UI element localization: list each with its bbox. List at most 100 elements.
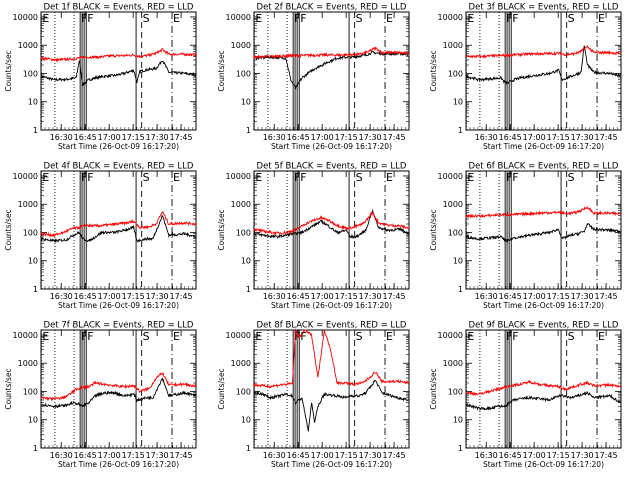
y-axis-label: Counts/sec: [217, 50, 226, 91]
panel-title: Det 4f BLACK = Events, RED = LLD: [44, 162, 194, 172]
plot-frame: [40, 11, 197, 131]
y-tick-label: 1: [246, 285, 251, 294]
event-marker-label: S: [568, 330, 575, 343]
y-tick-label: 1: [33, 126, 38, 135]
y-axis-label: Counts/sec: [4, 209, 13, 250]
y-tick-label: 1: [458, 126, 463, 135]
x-tick-label: 17:15: [335, 451, 358, 460]
plot-frame: [253, 11, 410, 131]
event-marker-label: E: [255, 171, 262, 184]
x-tick-label: 17:00: [98, 133, 121, 142]
event-marker-label: E: [598, 330, 605, 343]
y-tick-label: 10: [241, 416, 251, 425]
y-tick-label: 1000: [231, 359, 251, 368]
y-tick-label: 10: [453, 416, 463, 425]
y-tick-label: 100: [23, 228, 38, 237]
x-tick-label: 17:45: [383, 451, 406, 460]
detector-panel: Det 8f BLACK = Events, RED = LLD 1 10 100 10…: [217, 321, 410, 469]
y-tick-label: 1: [458, 444, 463, 453]
events-series-line: [465, 44, 622, 86]
y-tick-label: 10: [28, 257, 38, 266]
x-tick-label: 17:45: [170, 451, 193, 460]
x-tick-label: 17:00: [523, 451, 546, 460]
y-tick-label: 10000: [438, 172, 463, 181]
detector-panel: Det 9f BLACK = Events, RED = LLD 1 10 100 10…: [429, 321, 622, 469]
event-marker-label: E: [598, 12, 605, 25]
plot-frame: [253, 329, 410, 449]
detector-panel: Det 1f BLACK = Events, RED = LLD 1 10 100 10…: [4, 3, 197, 151]
y-tick-label: 10000: [13, 331, 38, 340]
y-tick-label: 10: [241, 257, 251, 266]
events-series-line: [253, 380, 410, 432]
x-tick-label: 17:00: [311, 292, 334, 301]
x-tick-label: 16:45: [74, 133, 97, 142]
y-tick-label: 1000: [231, 41, 251, 50]
x-tick-label: 16:30: [475, 292, 498, 301]
x-tick-label: 16:30: [50, 292, 73, 301]
y-tick-label: 100: [23, 387, 38, 396]
y-axis-label: Counts/sec: [429, 50, 438, 91]
panel-title: Det 7f BLACK = Events, RED = LLD: [44, 321, 194, 331]
x-tick-label: 16:45: [287, 292, 310, 301]
panel-title: Det 8f BLACK = Events, RED = LLD: [257, 321, 407, 331]
y-tick-label: 10000: [438, 331, 463, 340]
y-tick-label: 10000: [226, 331, 251, 340]
events-series-line: [40, 214, 197, 243]
plot-frame: [465, 11, 622, 131]
lld-series-line: [465, 379, 622, 397]
x-tick-label: 16:30: [50, 133, 73, 142]
panel-title: Det 6f BLACK = Events, RED = LLD: [469, 162, 619, 172]
event-marker-label: E: [173, 12, 180, 25]
x-tick-label: 17:45: [170, 133, 193, 142]
event-marker-label: S: [143, 171, 150, 184]
y-tick-label: 10: [453, 257, 463, 266]
detector-panel: Det 4f BLACK = Events, RED = LLD 1 10 100 10…: [4, 162, 197, 310]
x-tick-label: 16:45: [499, 133, 522, 142]
x-tick-label: 17:45: [383, 133, 406, 142]
event-marker-label: F: [512, 12, 518, 25]
x-tick-label: 16:45: [499, 451, 522, 460]
x-tick-label: 17:15: [122, 451, 145, 460]
x-tick-label: 17:15: [547, 292, 570, 301]
lld-series-line: [253, 210, 410, 236]
y-tick-label: 1000: [443, 359, 463, 368]
events-series-line: [465, 391, 622, 412]
plot-frame: [465, 170, 622, 290]
event-marker-label: F: [512, 171, 518, 184]
x-tick-label: 17:45: [170, 292, 193, 301]
event-marker-label: S: [568, 171, 575, 184]
x-tick-label: 16:45: [287, 451, 310, 460]
y-tick-label: 10000: [438, 13, 463, 22]
x-tick-label: 17:30: [571, 451, 594, 460]
panel-title: Det 5f BLACK = Events, RED = LLD: [257, 162, 407, 172]
panel-title: Det 3f BLACK = Events, RED = LLD: [469, 3, 619, 13]
x-tick-label: 17:30: [571, 133, 594, 142]
plot-frame: [40, 329, 197, 449]
events-series-line: [253, 208, 410, 240]
x-tick-label: 17:45: [595, 451, 618, 460]
x-tick-label: 17:15: [335, 133, 358, 142]
panel-title: Det 2f BLACK = Events, RED = LLD: [257, 3, 407, 13]
event-marker-label: F: [512, 330, 518, 343]
x-tick-label: 16:30: [263, 451, 286, 460]
event-marker-label: E: [467, 12, 474, 25]
lld-series-line: [253, 46, 410, 60]
x-tick-label: 17:15: [547, 451, 570, 460]
event-marker-label: S: [356, 12, 363, 25]
event-marker-label: S: [356, 330, 363, 343]
event-marker-label: E: [42, 171, 49, 184]
x-tick-label: 16:30: [50, 451, 73, 460]
event-marker-label: S: [568, 12, 575, 25]
x-tick-label: 16:30: [475, 133, 498, 142]
y-tick-label: 1000: [18, 200, 38, 209]
y-tick-label: 1: [458, 285, 463, 294]
y-tick-label: 10: [241, 98, 251, 107]
event-marker-label: F: [87, 12, 93, 25]
event-marker-label: F: [87, 171, 93, 184]
y-tick-label: 100: [448, 387, 463, 396]
y-axis-label: Counts/sec: [217, 209, 226, 250]
event-marker-label: E: [467, 171, 474, 184]
lld-series-line: [253, 328, 410, 389]
y-tick-label: 1000: [231, 200, 251, 209]
